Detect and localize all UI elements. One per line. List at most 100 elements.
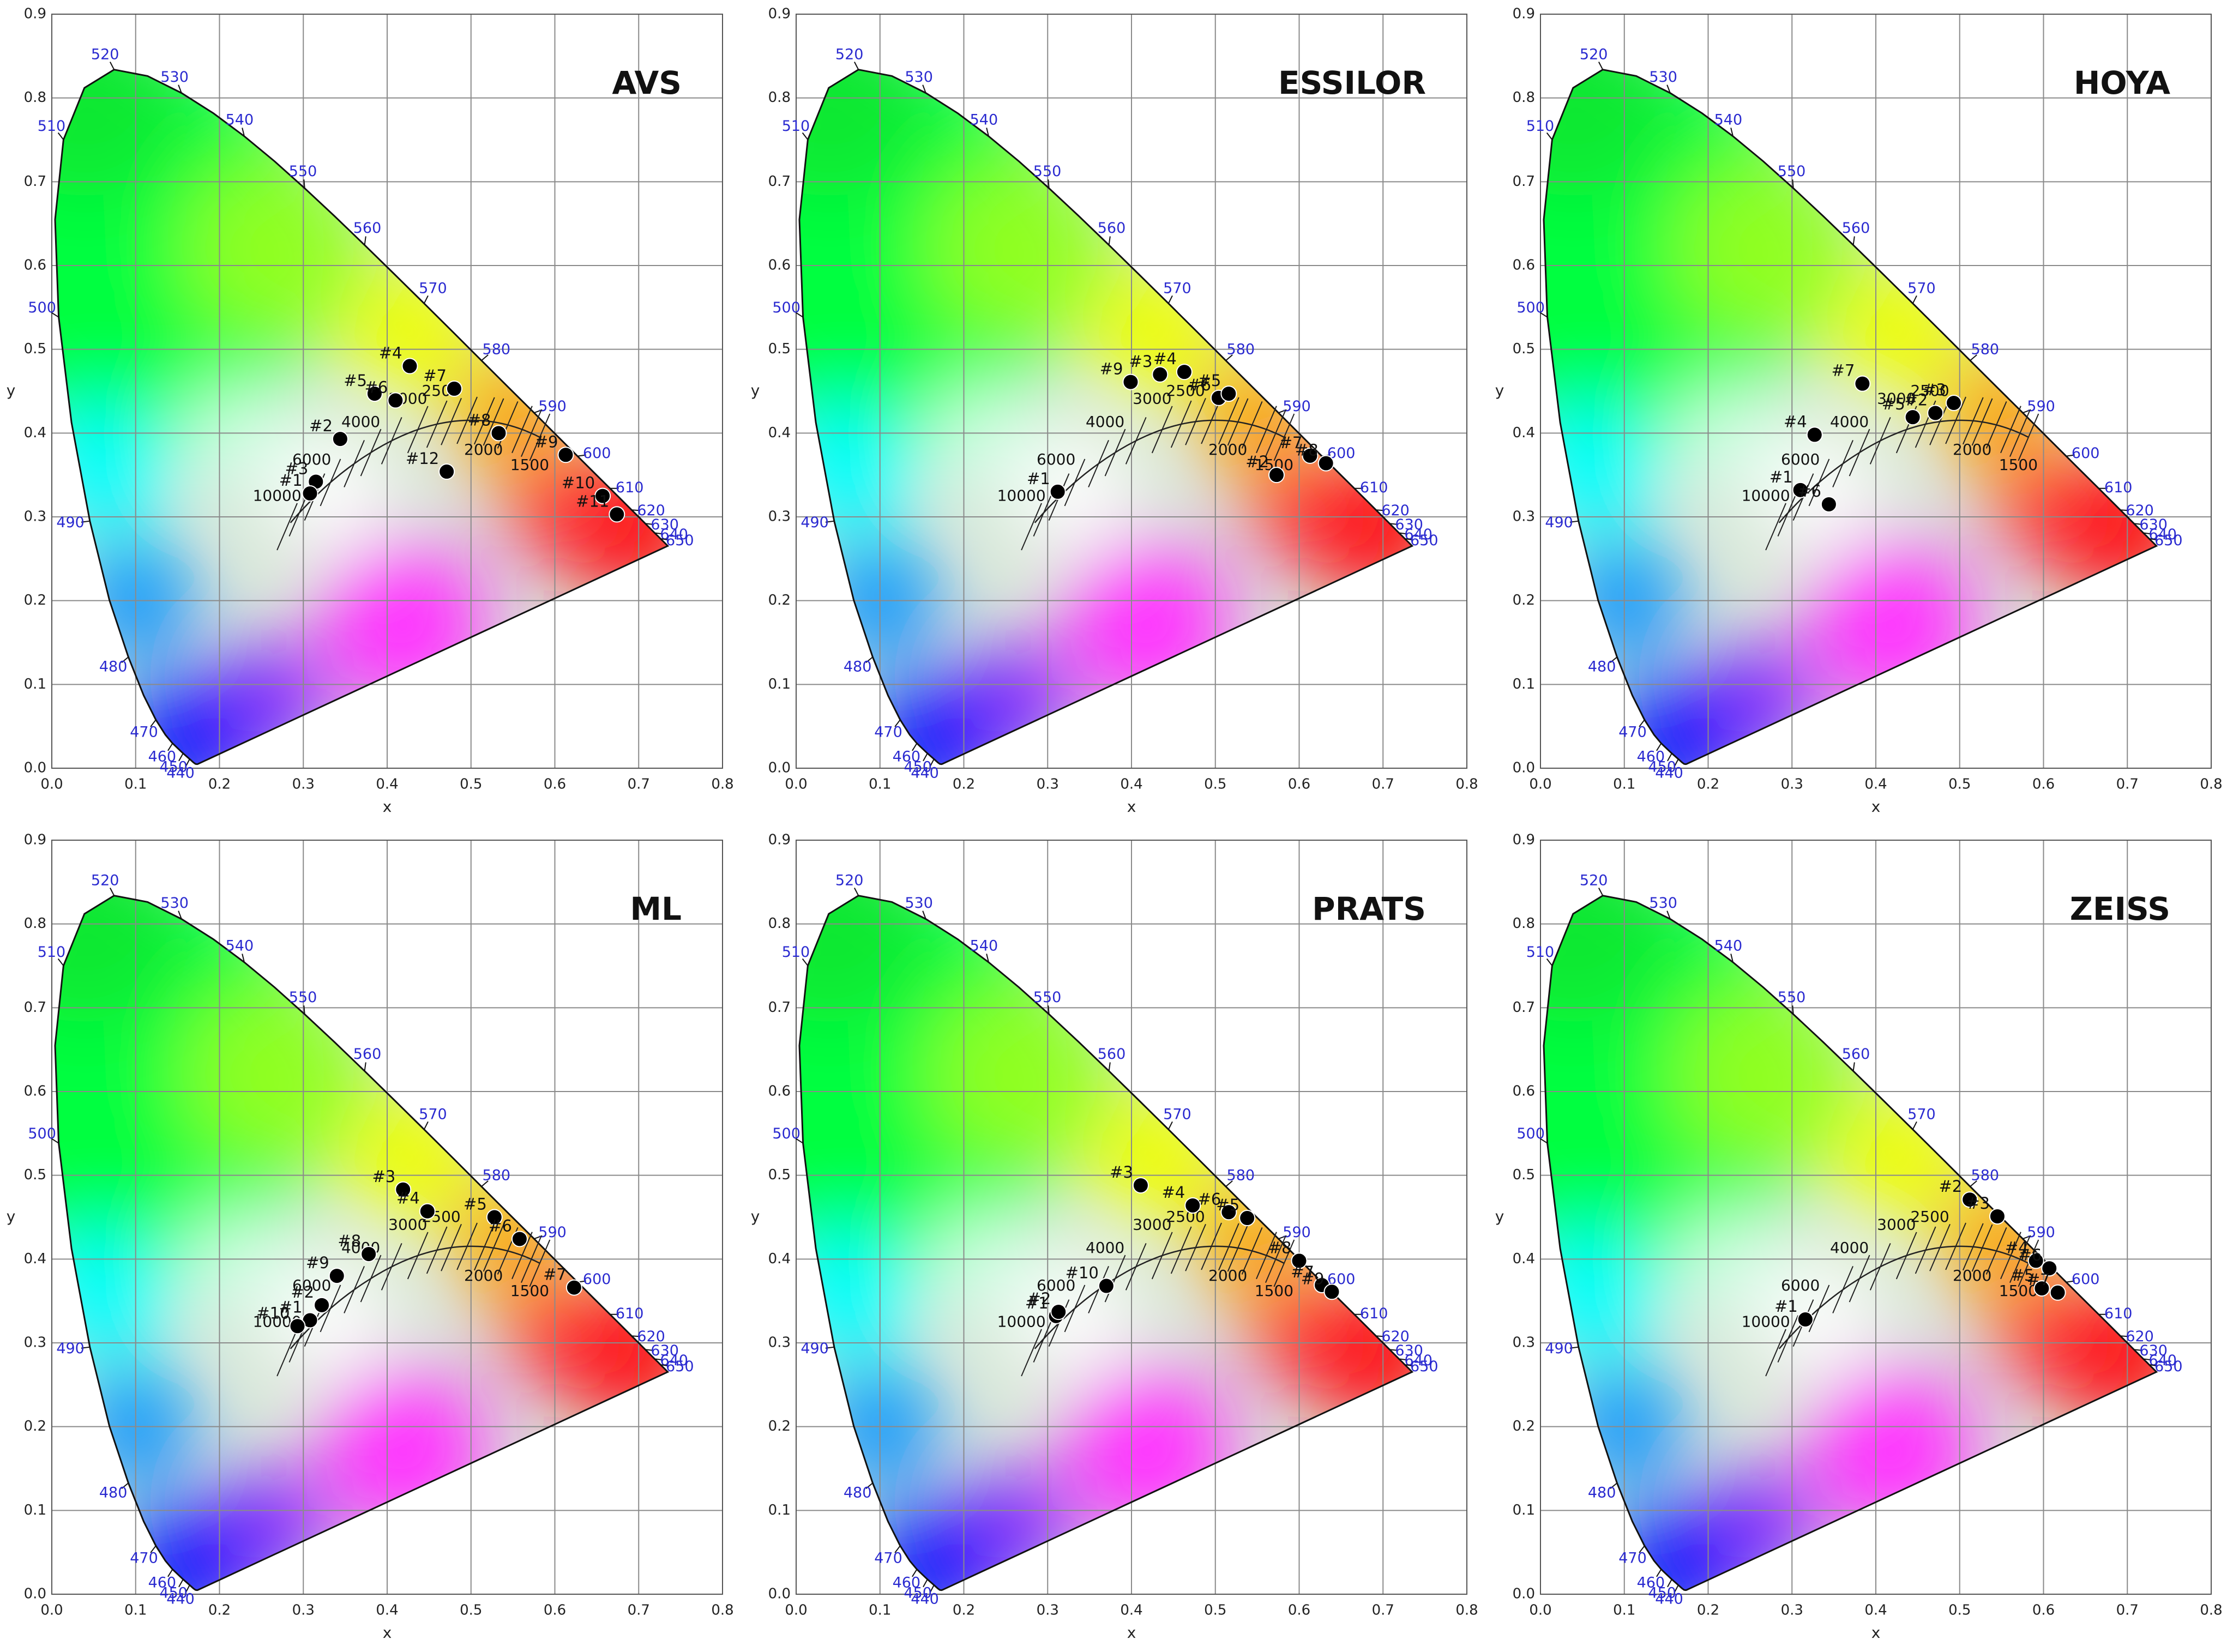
- locus-tick: [1912, 1121, 1917, 1130]
- data-point: [302, 485, 318, 502]
- isotemperature-line: [1869, 417, 1891, 465]
- chart-panel: 0.0 0.1 0.2 0.3 0.4 0.5 0.6 0.7 0.8 0.0 0.1 0.2 0.3 0…: [0, 0, 744, 826]
- locus-tick: [923, 753, 928, 762]
- y-tick-label: 0.9: [1513, 832, 1535, 848]
- locus-tick: [1569, 520, 1579, 523]
- locus-tick: [1730, 954, 1734, 963]
- data-point: [1152, 366, 1169, 383]
- wavelength-label: 480: [1588, 659, 1616, 676]
- wavelength-label: 460: [893, 748, 921, 765]
- locus-tick: [1539, 312, 1548, 318]
- x-tick-label: 0.8: [711, 776, 733, 793]
- wavelength-label: 640: [1404, 1352, 1433, 1369]
- point-label: #2: [291, 1283, 314, 1301]
- isotemperature-line: [1185, 1223, 1206, 1271]
- isotemperature-line: [2009, 409, 2031, 457]
- wavelength-label: 580: [1971, 341, 2000, 358]
- isotemperature-line: [441, 1223, 462, 1271]
- isotemperature-line: [1021, 1329, 1042, 1377]
- wavelength-label: 570: [1907, 280, 1936, 297]
- wavelength-label: 470: [874, 724, 902, 741]
- locus-tick: [923, 1579, 928, 1588]
- point-label: #1: [1027, 469, 1050, 488]
- y-tick-label: 0.3: [24, 1335, 46, 1351]
- wavelength-label: 630: [2139, 1342, 2168, 1359]
- x-tick-label: 0.5: [1948, 776, 1971, 793]
- wavelength-label: 540: [970, 111, 998, 128]
- wavelength-label: 630: [1395, 516, 1423, 533]
- y-tick-label: 0.6: [24, 1083, 46, 1100]
- isotemperature-line: [360, 429, 382, 477]
- data-point: [1317, 455, 1334, 472]
- wavelength-label: 560: [1098, 1046, 1126, 1063]
- locus-tick: [1792, 1005, 1794, 1015]
- x-tick-label: 0.4: [1864, 776, 1887, 793]
- y-axis-label: y: [7, 1208, 16, 1226]
- wavelength-label: 490: [1545, 514, 1573, 531]
- wavelength-label: 500: [772, 1125, 800, 1142]
- locus-tick: [2149, 1364, 2158, 1367]
- cct-label: 3000: [1133, 1216, 1171, 1234]
- planckian-locus: [1778, 419, 2029, 523]
- plot-frame: [1540, 840, 2212, 1595]
- x-tick-label: 0.8: [1455, 1602, 1478, 1619]
- point-label: #1: [279, 471, 303, 490]
- wavelength-label: 640: [2148, 1352, 2177, 1369]
- locus-tick: [1598, 62, 1604, 70]
- wavelength-label: 440: [911, 764, 939, 781]
- wavelength-label: 610: [1360, 1305, 1388, 1322]
- y-tick-label: 0.8: [1513, 915, 1535, 932]
- locus-tick: [660, 538, 670, 541]
- x-tick-label: 0.1: [124, 1602, 147, 1619]
- y-tick-label: 0.5: [768, 1167, 791, 1183]
- locus-tick: [81, 520, 90, 523]
- data-point: [1323, 1283, 1340, 1300]
- chart-panel: 0.0 0.1 0.2 0.3 0.4 0.5 0.6 0.7 0.8 0.0 0.1 0.2 0.3 0…: [1423, 0, 2233, 826]
- locus-tick: [1546, 958, 1553, 966]
- isotemperature-line: [1273, 413, 1295, 461]
- point-label: #1: [1774, 1297, 1798, 1316]
- wavelength-label: 620: [637, 502, 665, 519]
- isotemperature-line: [1125, 1243, 1147, 1291]
- cct-label: 10000: [997, 1313, 1046, 1331]
- y-tick-label: 0.4: [1513, 425, 1535, 441]
- x-tick-label: 0.6: [2032, 776, 2055, 793]
- wavelength-label: 470: [1618, 1550, 1647, 1567]
- wavelength-label: 490: [56, 514, 85, 531]
- x-tick-label: 0.2: [208, 1602, 231, 1619]
- locus-tick: [645, 523, 654, 526]
- y-tick-label: 0.3: [1513, 1335, 1535, 1351]
- locus-tick: [1792, 179, 1794, 189]
- data-point: [1184, 1197, 1201, 1214]
- locus-tick: [654, 1358, 664, 1361]
- x-tick-label: 0.3: [1037, 776, 1059, 793]
- point-label: #9: [306, 1253, 329, 1272]
- isotemperature-line: [456, 396, 478, 444]
- isotemperature-line: [2018, 413, 2039, 461]
- wavelength-label: 500: [772, 299, 800, 316]
- locus-tick: [660, 1364, 670, 1367]
- locus-tick: [178, 85, 182, 93]
- point-label: #11: [576, 492, 609, 510]
- wavelength-label: 630: [2139, 516, 2168, 533]
- locus-tick: [2149, 538, 2158, 541]
- y-tick-label: 0.9: [24, 832, 46, 848]
- data-point: [1220, 385, 1237, 402]
- wavelength-label: 570: [1163, 280, 1191, 297]
- locus-tick: [178, 753, 184, 762]
- wavelength-label: 520: [1580, 46, 1608, 63]
- isotemperature-line: [1945, 1222, 1966, 1270]
- isotemperature-line: [1088, 440, 1109, 487]
- data-point: [1049, 483, 1066, 500]
- cct-label: 2500: [1910, 382, 1949, 400]
- locus-tick: [364, 236, 366, 245]
- y-tick-label: 0.9: [768, 832, 791, 848]
- wavelength-label: 650: [1410, 1358, 1438, 1375]
- x-tick-label: 0.6: [544, 776, 566, 793]
- y-tick-label: 0.0: [768, 760, 791, 776]
- data-point: [1927, 405, 1944, 421]
- point-label: #4: [1161, 1183, 1185, 1202]
- locus-tick: [481, 354, 489, 361]
- point-label: #3: [372, 1167, 395, 1186]
